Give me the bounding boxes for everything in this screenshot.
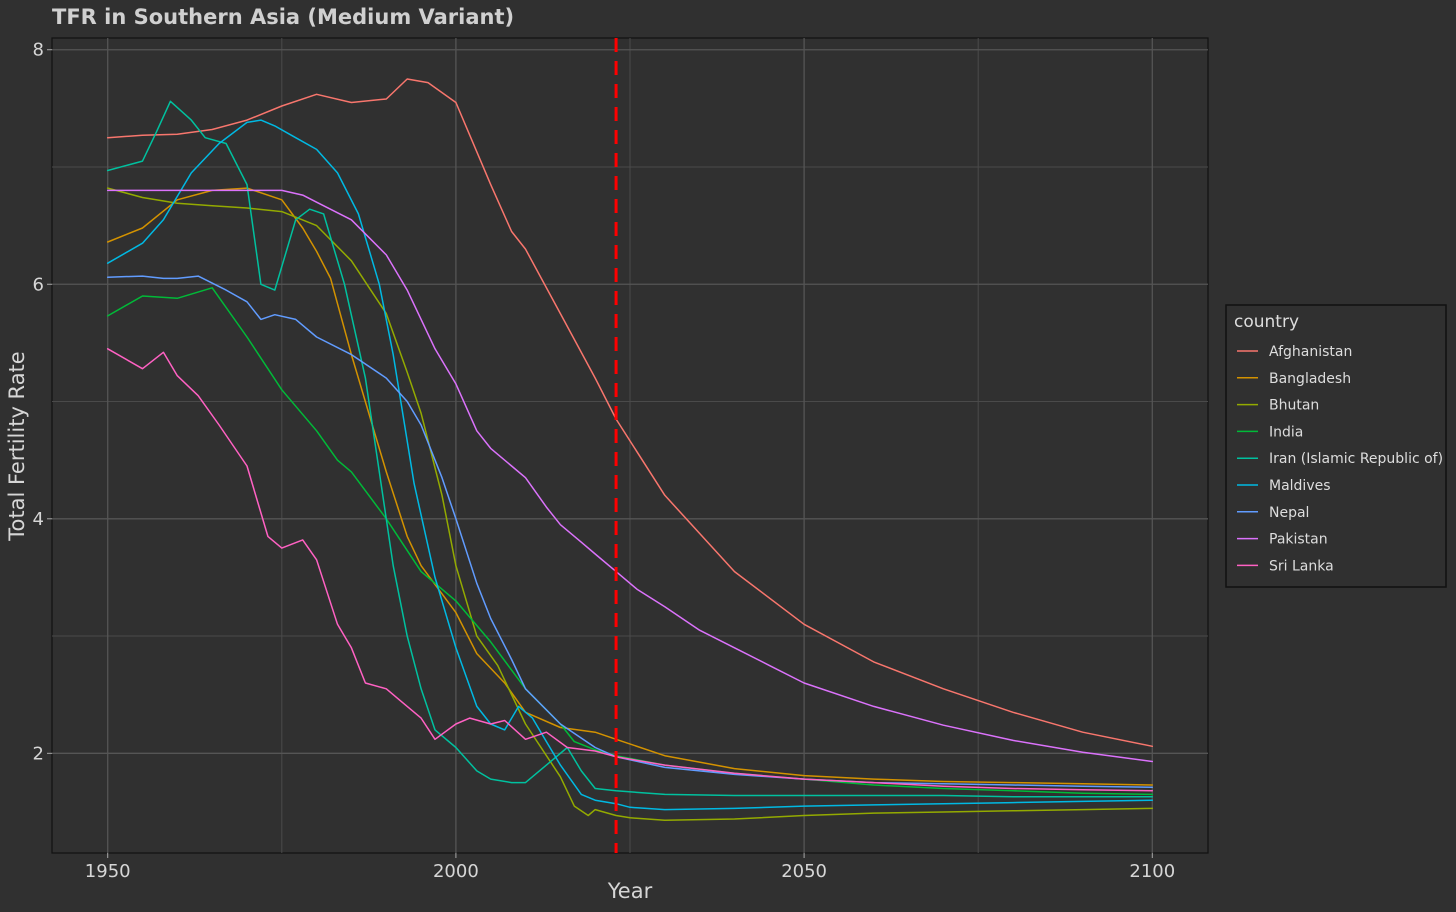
series-line-3 (106, 187, 1154, 821)
x-tick-label: 2100 (1129, 861, 1175, 882)
axis-layer: 1950 2000 2050 2100 2 4 6 8 (33, 40, 1176, 882)
series-layer (106, 78, 1154, 821)
y-tick-label: 4 (33, 509, 44, 530)
series-line-2 (106, 187, 1154, 786)
legend: country Afghanistan Bangladesh Bhutan India… (1225, 304, 1447, 588)
x-axis-title: Year (607, 879, 653, 903)
series-line-4 (106, 287, 1154, 796)
series-line-8 (106, 189, 1154, 763)
legend-label: Nepal (1269, 505, 1309, 521)
legend-items: Afghanistan Bangladesh Bhutan India Iran (Is… (1237, 344, 1443, 574)
series-line-1 (106, 78, 1154, 748)
legend-label: Pakistan (1269, 532, 1328, 548)
series-line-6 (106, 119, 1154, 811)
legend-label: Bhutan (1269, 398, 1319, 414)
y-axis-title: Total Fertility Rate (5, 351, 29, 541)
y-tick-label: 8 (33, 40, 44, 61)
x-tick-label: 2050 (781, 861, 827, 882)
y-tick-label: 2 (33, 743, 44, 764)
x-tick-label: 1950 (85, 861, 131, 882)
legend-label: Maldives (1269, 478, 1331, 494)
legend-label: Sri Lanka (1269, 558, 1334, 574)
legend-box (1225, 304, 1447, 588)
y-tick-label: 6 (33, 274, 44, 295)
legend-label: India (1269, 424, 1303, 440)
series-line-5 (106, 100, 1154, 798)
legend-label: Iran (Islamic Republic of) (1269, 451, 1443, 467)
grid-layer (52, 38, 1208, 853)
legend-title: country (1234, 312, 1299, 332)
chart-title: TFR in Southern Asia (Medium Variant) (52, 5, 514, 29)
series-line-9 (106, 348, 1154, 792)
legend-label: Afghanistan (1269, 344, 1352, 360)
legend-label: Bangladesh (1269, 371, 1351, 387)
x-tick-label: 2000 (433, 861, 479, 882)
